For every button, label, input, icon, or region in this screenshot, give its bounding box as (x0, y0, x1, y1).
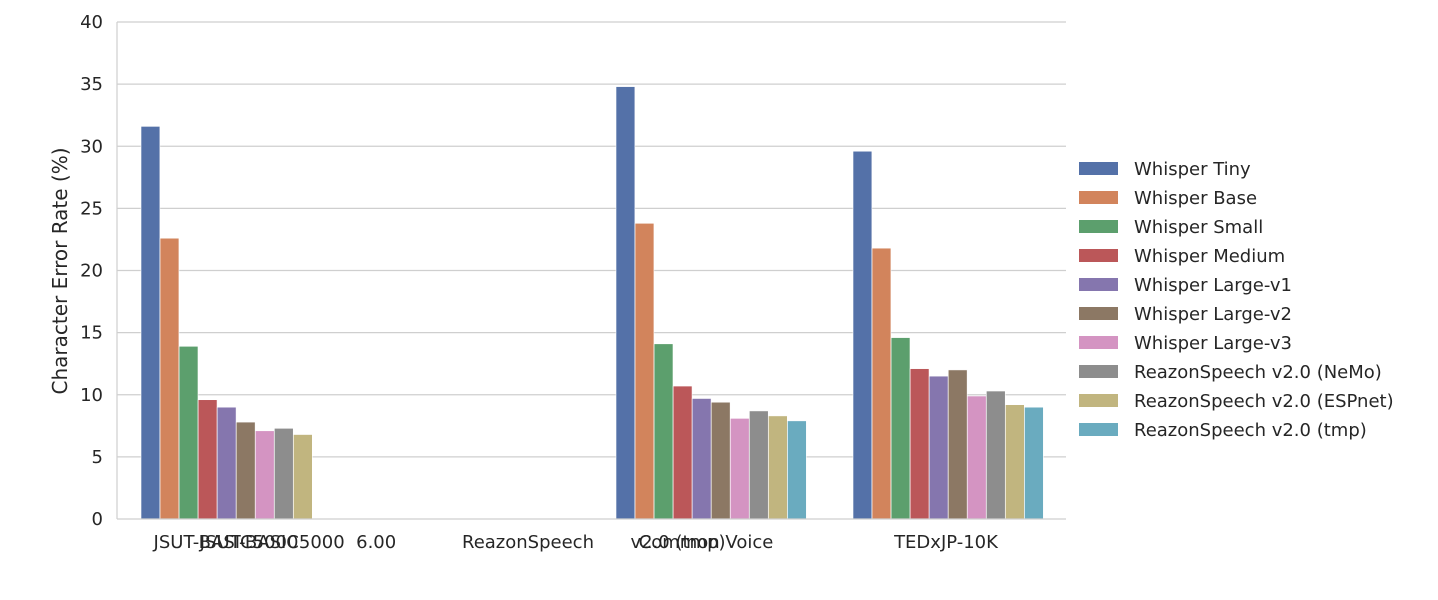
bar-whisper-small-1 (653, 343, 674, 520)
bar-reazonspeech-v2-0-nemo-0 (274, 427, 294, 520)
legend-label: Whisper Large-v3 (1134, 333, 1292, 354)
bar-whisper-base-0 (159, 237, 180, 520)
bar-reazonspeech-v2-0-espnet-2 (1005, 404, 1025, 520)
bar-whisper-large-v3-0 (255, 430, 275, 520)
legend-label: ReazonSpeech v2.0 (NeMo) (1134, 362, 1382, 383)
bar-whisper-large-v2-1 (710, 401, 731, 520)
y-tick-label: 20 (80, 261, 103, 282)
bar-whisper-large-v2-2 (947, 369, 968, 520)
bar-whisper-tiny-1 (615, 86, 636, 520)
grid-lines (117, 21, 1066, 458)
legend-swatch (1079, 336, 1118, 349)
legend-label: ReazonSpeech v2.0 (ESPnet) (1134, 391, 1394, 412)
y-tick-label: 30 (80, 136, 103, 157)
x-tick-label: Common Voice (639, 532, 774, 553)
legend-label: Whisper Tiny (1134, 159, 1251, 180)
bar-whisper-large-v3-1 (729, 418, 750, 520)
bar-whisper-large-v1-1 (691, 398, 712, 520)
bar-whisper-medium-2 (909, 368, 930, 520)
y-tick-label: 25 (80, 198, 103, 219)
legend-label: Whisper Medium (1134, 246, 1285, 267)
legend-swatch (1079, 162, 1118, 175)
axes (116, 22, 1066, 520)
legend: Whisper Tiny Whisper Base Whisper Small Whi… (1079, 159, 1394, 441)
bar-reazonspeech-v2-0-espnet-0 (293, 434, 313, 520)
y-axis-label: Character Error Rate (%) (48, 147, 72, 394)
bar-reazonspeech-v2-0-nemo-2 (986, 390, 1006, 520)
bar-reazonspeech-v2-0-nemo-1 (749, 410, 769, 520)
x-tick-label: ReazonSpeech (462, 532, 594, 553)
legend-swatch (1079, 191, 1118, 204)
legend-swatch (1079, 249, 1118, 262)
bar-whisper-tiny-2 (852, 150, 873, 520)
bar-whisper-large-v2-0 (235, 421, 256, 520)
bar-whisper-large-v3-2 (966, 395, 987, 520)
legend-swatch (1079, 365, 1118, 378)
y-tick-label: 5 (92, 447, 103, 468)
y-tick-label: 15 (80, 323, 103, 344)
y-tick-label: 10 (80, 385, 103, 406)
bar-whisper-tiny-0 (140, 126, 161, 520)
legend-swatch (1079, 307, 1118, 320)
x-tick-label: v2.0 (tmp) (630, 532, 725, 553)
legend-label: Whisper Large-v1 (1134, 275, 1292, 296)
bar-whisper-base-2 (871, 247, 892, 520)
bar-whisper-base-1 (634, 222, 655, 520)
x-tick-label: TEDxJP-10K (893, 532, 999, 553)
y-tick-labels: 0 5 10 15 20 25 30 35 40 (80, 12, 103, 530)
bar-whisper-small-2 (890, 337, 911, 520)
y-tick-label: 35 (80, 74, 103, 95)
legend-swatch (1079, 220, 1118, 233)
bar-reazonspeech-v2-0-tmp-2 (1024, 406, 1044, 520)
legend-label: ReazonSpeech v2.0 (tmp) (1134, 420, 1367, 441)
legend-label: Whisper Base (1134, 188, 1257, 209)
bar-whisper-large-v1-2 (928, 375, 949, 520)
legend-swatch (1079, 394, 1118, 407)
y-tick-label: 0 (92, 509, 103, 530)
bar-reazonspeech-v2-0-tmp-1 (787, 420, 807, 520)
legend-swatch (1079, 278, 1118, 291)
y-tick-label: 40 (80, 12, 103, 33)
bar-whisper-medium-0 (197, 399, 218, 520)
bar-whisper-small-0 (178, 345, 199, 520)
bar-whisper-large-v1-0 (216, 406, 237, 520)
legend-swatch (1079, 423, 1118, 436)
bars (140, 86, 1044, 520)
bar-whisper-medium-1 (672, 385, 693, 520)
legend-label: Whisper Large-v2 (1134, 304, 1292, 325)
x-tick-label: JSUT-BASIC5000 6.00 (199, 532, 396, 553)
legend-label: Whisper Small (1134, 217, 1263, 238)
x-tick-label: JSUT-BASIC5000 (153, 532, 299, 553)
bar-reazonspeech-v2-0-espnet-1 (768, 415, 788, 520)
